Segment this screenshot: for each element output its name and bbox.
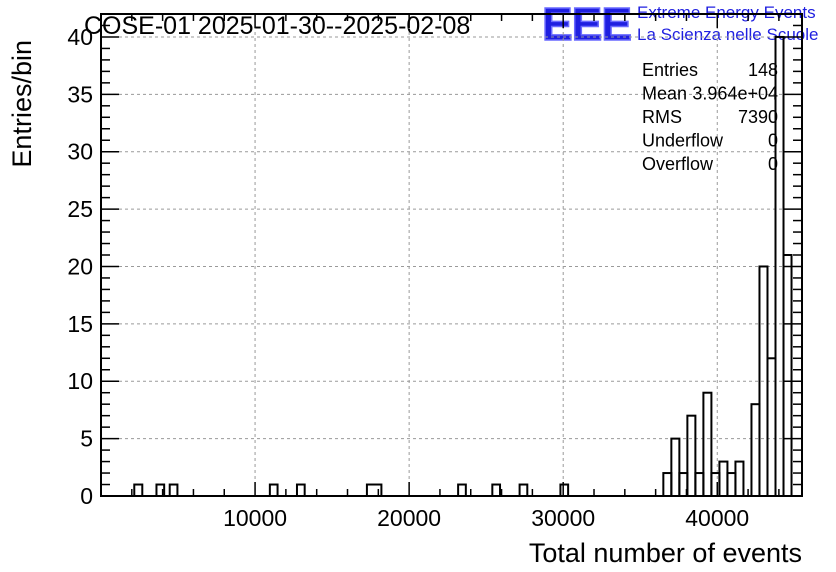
stat-label-underflow: Underflow (642, 131, 724, 151)
histogram-bar-15 (702, 391, 713, 498)
histogram-bar-7 (491, 483, 502, 497)
stat-value-entries: 148 (748, 60, 778, 80)
x-axis-ticks: 10000 20000 30000 40000 (131, 14, 780, 531)
histogram-bar-14 (694, 472, 705, 497)
stat-value-underflow: 0 (768, 131, 778, 151)
histogram-bar-10 (662, 472, 673, 497)
histogram-bar-19 (734, 460, 745, 498)
stat-label-entries: Entries (642, 60, 698, 80)
stat-label-rms: RMS (642, 107, 682, 127)
y-tick-label-4: 20 (67, 253, 93, 279)
histogram-bar-5 (365, 483, 383, 497)
x-tick-label-2: 30000 (531, 505, 595, 531)
y-tick-label-0: 0 (80, 483, 93, 509)
y-axis-label: Entries/bin (7, 40, 37, 168)
histogram-bar-2 (168, 483, 179, 497)
x-tick-label-3: 40000 (685, 505, 749, 531)
eee-logo-mark: EEE (542, 0, 631, 50)
histogram-bar-17 (718, 460, 729, 498)
logo-line-1: Extreme Energy Events (637, 3, 816, 22)
grid-lines (101, 14, 802, 496)
histogram-bar-23 (766, 357, 777, 497)
stat-value-mean: 3.964e+04 (692, 84, 778, 104)
histogram-bar-13 (686, 414, 697, 497)
histogram-bar-0 (133, 483, 144, 497)
histogram-bar-4 (295, 483, 306, 497)
chart-title: COSE-01 2025-01-30--2025-02-08 (84, 12, 470, 40)
y-tick-label-3: 15 (67, 311, 93, 337)
histogram-bar-3 (268, 483, 279, 497)
y-axis-ticks: 0 5 10 15 20 25 30 35 40 (67, 13, 802, 509)
histogram-bar-6 (457, 483, 467, 497)
y-tick-label-2: 10 (67, 368, 93, 394)
y-tick-label-1: 5 (80, 426, 93, 452)
histogram-bar-16 (710, 472, 721, 497)
histogram-bar-11 (670, 437, 681, 497)
histogram-bar-9 (559, 483, 570, 497)
histogram-bar-25 (782, 254, 793, 497)
y-tick-label-7: 35 (67, 81, 93, 107)
y-tick-label-8: 40 (67, 24, 93, 50)
y-tick-label-6: 30 (67, 139, 93, 165)
stats-box: Entries 148 Mean 3.964e+04 RMS 7390 Underflow 0… (642, 60, 778, 174)
histogram-bar-18 (726, 472, 737, 497)
x-tick-label-0: 10000 (223, 505, 287, 531)
stat-value-overflow: 0 (768, 154, 778, 174)
histogram-bar-21 (750, 403, 761, 498)
histogram-bars (133, 35, 793, 498)
stat-label-overflow: Overflow (642, 154, 714, 174)
logo-line-2: La Scienza nelle Scuole (637, 25, 818, 44)
eee-logo: EEE Extreme Energy Events La Scienza nel… (541, 0, 818, 51)
x-axis-label: Total number of events (529, 538, 802, 568)
y-tick-label-5: 25 (67, 196, 93, 222)
stat-value-rms: 7390 (738, 107, 778, 127)
x-tick-label-1: 20000 (377, 505, 441, 531)
stat-label-mean: Mean (642, 84, 687, 104)
histogram-bar-8 (518, 483, 529, 497)
